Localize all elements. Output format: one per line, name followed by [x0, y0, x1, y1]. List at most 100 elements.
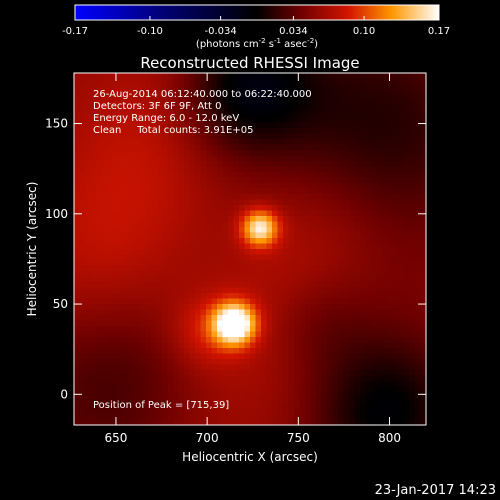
heatmap-cell — [294, 342, 300, 349]
heatmap-cell — [371, 320, 377, 327]
heatmap-cell — [420, 320, 427, 327]
heatmap-cell — [156, 342, 163, 349]
heatmap-cell — [382, 315, 388, 321]
heatmap-cell — [145, 89, 152, 96]
heatmap-cell — [184, 128, 190, 134]
heatmap-cell — [288, 265, 295, 272]
heatmap-cell — [173, 194, 179, 200]
heatmap-cell — [134, 166, 141, 173]
heatmap-cell — [206, 221, 212, 228]
heatmap-cell — [85, 194, 91, 200]
heatmap-cell — [288, 194, 295, 200]
heatmap-cell — [228, 342, 234, 349]
heatmap-cell — [338, 150, 344, 156]
heatmap-cell — [382, 353, 388, 360]
heatmap-cell — [101, 210, 108, 217]
heatmap-cell — [420, 238, 427, 244]
heatmap-cell — [211, 238, 218, 244]
heatmap-cell — [283, 111, 289, 118]
heatmap-cell — [332, 183, 339, 189]
heatmap-cell — [393, 370, 399, 376]
heatmap-cell — [327, 177, 333, 184]
heatmap-cell — [173, 392, 179, 398]
heatmap-cell — [327, 304, 333, 310]
heatmap-cell — [233, 331, 240, 338]
heatmap-cell — [74, 227, 80, 233]
heatmap-cell — [96, 381, 102, 387]
heatmap-cell — [129, 408, 135, 415]
heatmap-cell — [173, 315, 179, 321]
heatmap-cell — [118, 194, 124, 200]
heatmap-cell — [299, 337, 306, 343]
heatmap-cell — [178, 84, 185, 90]
heatmap-cell — [85, 183, 91, 189]
heatmap-cell — [228, 89, 234, 96]
heatmap-cell — [156, 161, 163, 167]
heatmap-cell — [101, 260, 108, 266]
heatmap-cell — [365, 122, 372, 129]
heatmap-cell — [404, 232, 410, 239]
heatmap-cell — [118, 243, 124, 250]
heatmap-cell — [393, 227, 399, 233]
heatmap-cell — [404, 210, 410, 217]
heatmap-cell — [343, 419, 350, 426]
heatmap-cell — [112, 221, 119, 228]
heatmap-cell — [151, 309, 157, 316]
heatmap-cell — [200, 249, 207, 255]
heatmap-cell — [376, 375, 383, 382]
heatmap-cell — [74, 392, 80, 398]
heatmap-cell — [112, 320, 119, 327]
heatmap-cell — [250, 111, 256, 118]
heatmap-cell — [90, 95, 97, 101]
heatmap-cell — [299, 89, 306, 96]
heatmap-cell — [228, 320, 234, 327]
heatmap-cell — [321, 419, 328, 426]
heatmap-cell — [184, 342, 190, 349]
heatmap-cell — [233, 238, 240, 244]
heatmap-cell — [305, 254, 311, 261]
heatmap-cell — [112, 216, 119, 222]
heatmap-cell — [79, 172, 86, 178]
heatmap-cell — [250, 84, 256, 90]
heatmap-cell — [74, 331, 80, 338]
heatmap-cell — [178, 375, 185, 382]
heatmap-cell — [409, 265, 416, 272]
heatmap-cell — [398, 254, 405, 261]
heatmap-cell — [129, 111, 135, 118]
heatmap-cell — [354, 331, 361, 338]
heatmap-cell — [162, 414, 168, 420]
heatmap-cell — [338, 260, 344, 266]
heatmap-cell — [354, 161, 361, 167]
heatmap-cell — [343, 364, 350, 371]
heatmap-cell — [217, 150, 223, 156]
heatmap-cell — [294, 309, 300, 316]
heatmap-cell — [354, 117, 361, 123]
heatmap-cell — [371, 342, 377, 349]
heatmap-cell — [343, 315, 350, 321]
heatmap-cell — [206, 287, 212, 294]
heatmap-cell — [195, 309, 201, 316]
heatmap-cell — [107, 342, 113, 349]
heatmap-cell — [277, 419, 284, 426]
heatmap-cell — [118, 386, 124, 393]
heatmap-cell — [200, 227, 207, 233]
heatmap-cell — [129, 238, 135, 244]
heatmap-cell — [74, 128, 80, 134]
heatmap-cell — [74, 221, 80, 228]
heatmap-cell — [316, 232, 322, 239]
heatmap-cell — [404, 370, 410, 376]
heatmap-cell — [206, 326, 212, 332]
heatmap-cell — [266, 122, 273, 129]
heatmap-cell — [294, 188, 300, 195]
heatmap-cell — [211, 95, 218, 101]
heatmap-cell — [96, 276, 102, 283]
heatmap-cell — [162, 249, 168, 255]
y-tick-label: 50 — [53, 297, 68, 311]
heatmap-cell — [338, 122, 344, 129]
heatmap-cell — [211, 100, 218, 107]
heatmap-cell — [228, 238, 234, 244]
heatmap-cell — [294, 150, 300, 156]
heatmap-cell — [261, 133, 267, 140]
heatmap-cell — [371, 161, 377, 167]
heatmap-cell — [415, 370, 421, 376]
